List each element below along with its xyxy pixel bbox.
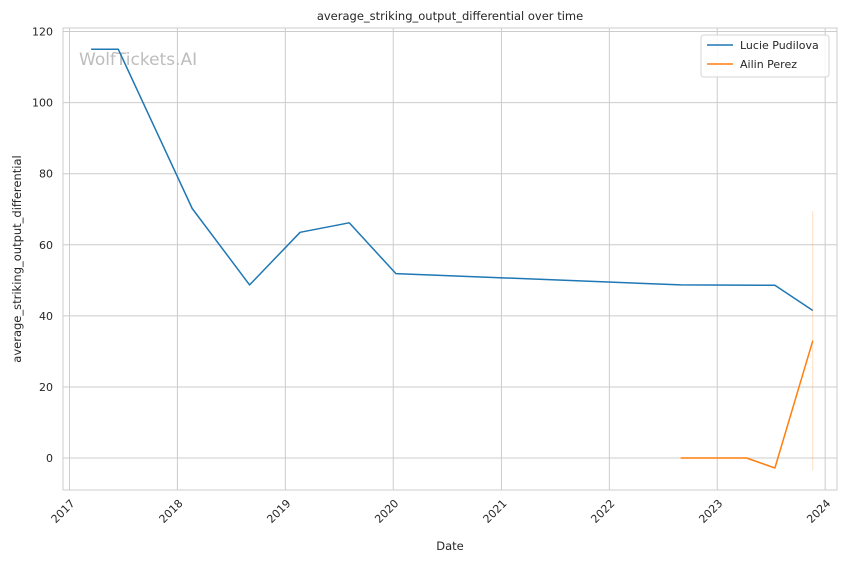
series-layer <box>91 48 814 471</box>
plot-area-frame <box>62 27 838 491</box>
y-tick-label: 20 <box>39 381 53 394</box>
y-tick-label: 100 <box>32 97 53 110</box>
x-tick-labels: 2017 2018 2019 2020 2021 2022 2023 2024 <box>49 497 834 526</box>
y-tick-label: 60 <box>39 239 53 252</box>
series-line-lucie-pudilova <box>91 48 814 312</box>
y-tick-labels: 0 20 40 60 80 100 120 <box>32 26 53 465</box>
series-line-ailin-perez <box>680 340 814 469</box>
x-tick-label: 2022 <box>588 497 617 526</box>
y-tick-label: 80 <box>39 168 53 181</box>
x-tick-label: 2018 <box>157 497 186 526</box>
legend-label-ailin-perez: Ailin Perez <box>740 58 797 71</box>
legend: Lucie Pudilova Ailin Perez <box>700 34 830 78</box>
x-tick-label: 2023 <box>696 497 725 526</box>
y-tick-label: 120 <box>32 26 53 39</box>
watermark-text: WolfTickets.AI <box>79 50 197 70</box>
x-tick-label: 2020 <box>372 497 401 526</box>
x-tick-label: 2024 <box>804 497 833 526</box>
x-axis-title: Date <box>436 539 464 553</box>
grid-lines <box>63 28 837 490</box>
legend-label-lucie-pudilova: Lucie Pudilova <box>740 39 819 52</box>
y-tick-label: 40 <box>39 310 53 323</box>
y-tick-label: 0 <box>46 452 53 465</box>
x-tick-label: 2021 <box>481 497 510 526</box>
chart-title: average_striking_output_differential ove… <box>317 9 583 23</box>
y-axis-title: average_striking_output_differential <box>10 155 24 362</box>
x-tick-label: 2017 <box>49 497 78 526</box>
x-tick-label: 2019 <box>264 497 293 526</box>
